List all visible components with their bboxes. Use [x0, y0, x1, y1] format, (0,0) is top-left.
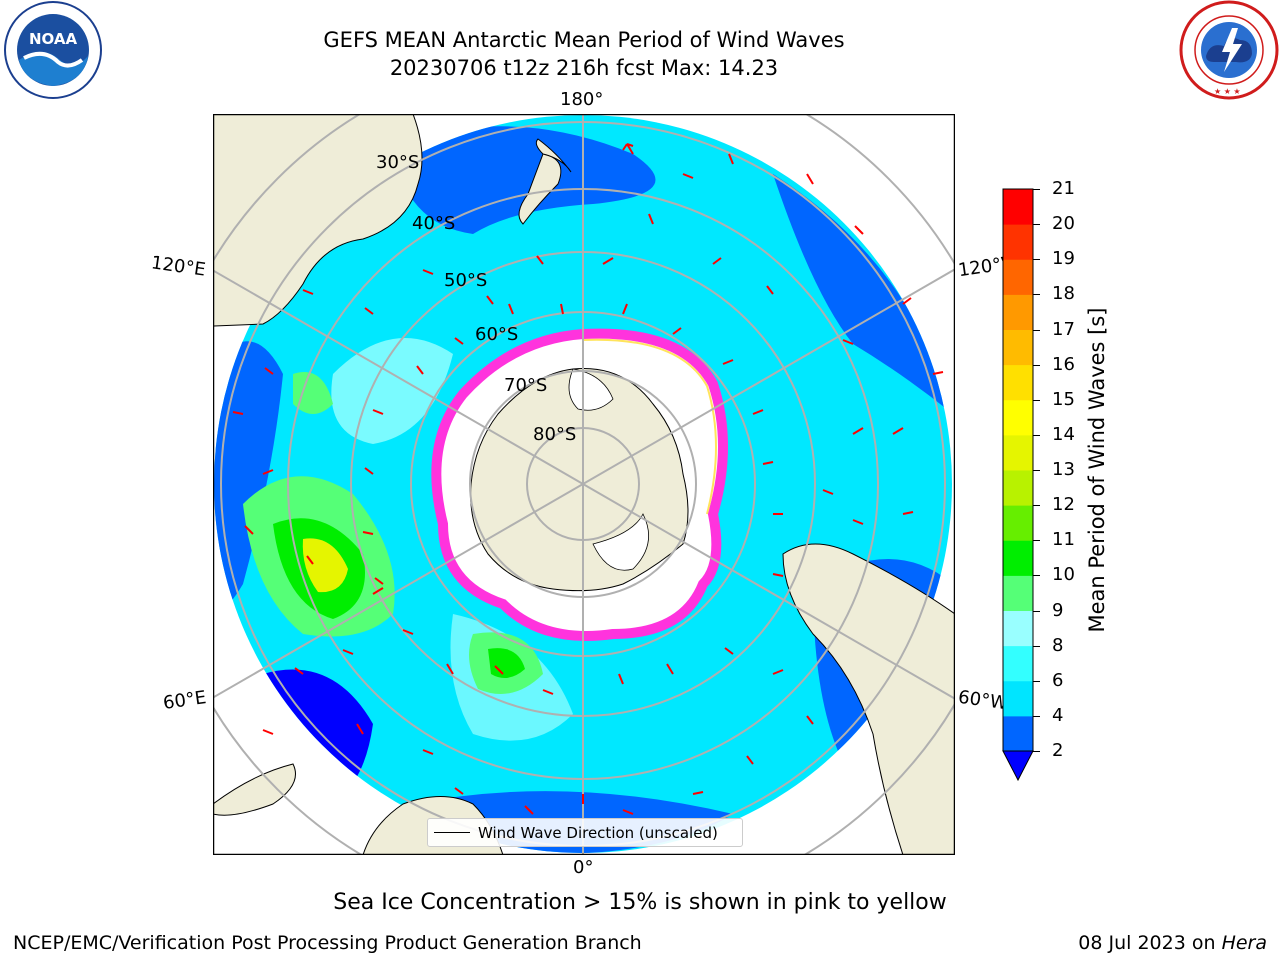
colorbar-tick-mark: [1033, 751, 1040, 752]
footer-host: Hera: [1221, 932, 1267, 954]
colorbar-band: [1003, 329, 1033, 366]
ice-shelf-weddell: [592, 513, 649, 571]
land-top-left-corner: [214, 115, 251, 134]
colorbar-band: [1003, 575, 1033, 611]
colorbar-tick-mark: [1033, 364, 1040, 366]
colorbar-tick-label: 14: [1052, 423, 1075, 445]
colorbar-band: [1003, 189, 1033, 225]
colorbar-tick-label: 16: [1052, 353, 1075, 375]
legend-label: Wind Wave Direction (unscaled): [478, 823, 718, 842]
colorbar-tick-mark: [1033, 434, 1040, 436]
land-australia: [214, 115, 423, 327]
colorbar-tick-mark: [1033, 470, 1040, 471]
nws-logo: ★ ★ ★: [1179, 0, 1279, 100]
lat-label-70s: 70°S: [504, 375, 548, 396]
lon-label-0: 0°: [573, 857, 594, 878]
colorbar-tick-label: 19: [1052, 248, 1075, 270]
lon-label-60e: 60°E: [161, 687, 208, 714]
colorbar-tick-label: 10: [1052, 564, 1075, 586]
chart-title-line2: 20230706 t12z 216h fcst Max: 14.23: [389, 56, 779, 80]
colorbar-band: [1003, 294, 1033, 330]
period-patch-yellow-core: [302, 538, 348, 593]
colorbar-tick-label: 9: [1052, 599, 1064, 621]
ice-shelf-ross: [568, 368, 614, 411]
colorbar-tick-label: 15: [1052, 388, 1075, 410]
colorbar-tick-mark: [1033, 680, 1040, 682]
colorbar-tick-label: 12: [1052, 494, 1075, 516]
land-new-zealand: [518, 138, 572, 225]
period-patch-blue-north: [393, 126, 656, 234]
lat-label-80s: 80°S: [533, 424, 577, 445]
colorbar-tick-mark: [1033, 540, 1040, 542]
land-south-america: [782, 543, 954, 854]
chart-title-line1: GEFS MEAN Antarctic Mean Period of Wind …: [323, 28, 845, 52]
colorbar-tick-label: 17: [1052, 318, 1075, 340]
colorbar-band: [1003, 470, 1033, 506]
map-panel: [213, 114, 955, 855]
colorbar-band: [1003, 399, 1033, 436]
colorbar-tick-mark: [1033, 294, 1040, 296]
colorbar-tick-mark: [1033, 575, 1040, 577]
lon-label-180: 180°: [560, 89, 604, 110]
colorbar-tick-label: 20: [1052, 213, 1075, 235]
lon-label-120e: 120°E: [149, 252, 207, 281]
colorbar-band: [1003, 505, 1033, 541]
colorbar-tick-label: 8: [1052, 634, 1064, 656]
colorbar-tick-mark: [1033, 224, 1040, 226]
period-patch-green-north: [293, 372, 333, 414]
lat-label-40s: 40°S: [412, 213, 456, 234]
colorbar: [1002, 188, 1034, 782]
lat-label-50s: 50°S: [444, 270, 488, 291]
colorbar-tick-mark: [1033, 189, 1040, 190]
sea-ice-note: Sea Ice Concentration > 15% is shown in …: [333, 890, 947, 915]
footer-credit: NCEP/EMC/Verification Post Processing Pr…: [13, 932, 642, 954]
footer-date-text: 08 Jul 2023 on: [1078, 932, 1222, 954]
colorbar-tick-label: 13: [1052, 459, 1075, 480]
noaa-logo: NOAA: [4, 1, 102, 99]
wind-wave-arrows: [232, 143, 944, 815]
colorbar-band: [1003, 540, 1033, 576]
land-madagascar: [214, 763, 296, 816]
colorbar-extend-triangle: [1002, 750, 1034, 782]
colorbar-band: [1003, 364, 1033, 401]
colorbar-tick-label: 11: [1052, 529, 1075, 551]
colorbar-tick-mark: [1033, 399, 1040, 401]
colorbar-tick-mark: [1033, 329, 1040, 331]
colorbar-band: [1003, 645, 1033, 682]
colorbar-band: [1003, 434, 1033, 471]
colorbar-tick-mark: [1033, 259, 1040, 261]
colorbar-tick-label: 4: [1052, 704, 1064, 726]
lat-label-30s: 30°S: [376, 152, 420, 173]
colorbar-tick-mark: [1033, 610, 1040, 612]
colorbar-band: [1003, 259, 1033, 295]
map-legend: Wind Wave Direction (unscaled): [427, 818, 743, 847]
colorbar-band: [1003, 610, 1033, 647]
colorbar-tick-mark: [1033, 645, 1040, 647]
colorbar-tick-label: 18: [1052, 283, 1075, 305]
lat-label-60s: 60°S: [475, 324, 519, 345]
colorbar-tick-mark: [1033, 715, 1040, 717]
colorbar-tick-mark: [1033, 505, 1040, 507]
legend-line-swatch: [434, 832, 470, 833]
colorbar-tick-label: 21: [1052, 178, 1075, 199]
period-patch-blue-west: [214, 341, 283, 609]
colorbar-band: [1003, 680, 1033, 717]
colorbar-label: Mean Period of Wind Waves [s]: [1085, 307, 1109, 633]
colorbar-tick-label: 6: [1052, 669, 1064, 691]
footer-date: 08 Jul 2023 on Hera: [1078, 932, 1267, 954]
period-patch-blue-east: [773, 174, 952, 414]
colorbar-band: [1003, 715, 1033, 752]
noaa-logo-text: NOAA: [29, 30, 78, 48]
graticule: [214, 115, 954, 854]
svg-text:★ ★ ★: ★ ★ ★: [1214, 87, 1241, 96]
period-patch-green-south-core: [488, 648, 525, 678]
colorbar-band: [1003, 224, 1033, 260]
colorbar-tick-label: 2: [1052, 740, 1064, 761]
